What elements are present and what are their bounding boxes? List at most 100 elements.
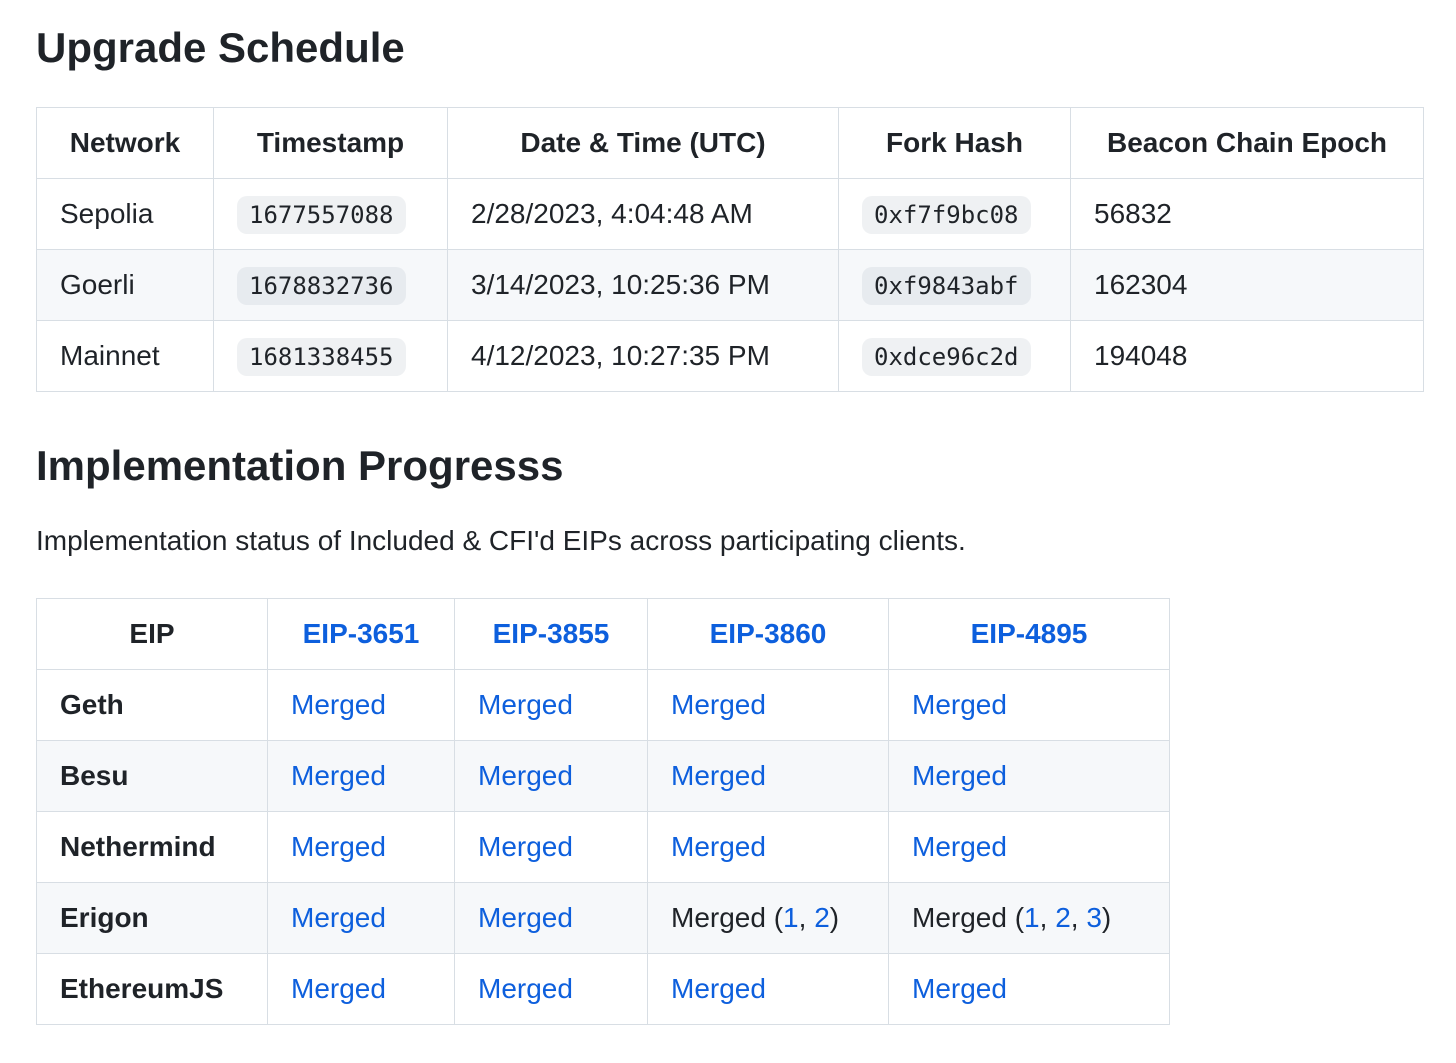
heading-implementation-progress: Implementation Progresss xyxy=(36,441,564,489)
table-row: Sepolia 1677557088 2/28/2023, 4:04:48 AM 0x… xyxy=(36,177,1424,250)
table-cell: Merged xyxy=(454,811,648,883)
table-cell: Mainnet xyxy=(36,319,214,392)
pr-link[interactable]: 1 xyxy=(783,902,799,933)
link[interactable]: EIP-3651 xyxy=(302,618,420,649)
table-row: Besu Merged Merged Merged Merged xyxy=(36,740,1170,812)
pr-link[interactable]: 1 xyxy=(1024,902,1040,933)
client-name: Besu xyxy=(60,760,129,791)
upgrade-schedule-table: Network Timestamp Date & Time (UTC) Fork Ha… xyxy=(36,106,1424,392)
link[interactable]: Merged xyxy=(671,689,766,720)
code-badge: 0xf7f9bc08 xyxy=(862,195,1031,234)
code-badge: 1678832736 xyxy=(237,266,406,305)
table-cell: Merged (1, 2) xyxy=(647,882,889,954)
link[interactable]: Merged xyxy=(912,760,1007,791)
table-cell: Besu xyxy=(36,740,268,812)
table-cell: 0xdce96c2d xyxy=(838,319,1071,392)
table-cell: Merged xyxy=(647,953,889,1025)
link[interactable]: Merged xyxy=(671,831,766,862)
link[interactable]: Merged xyxy=(291,760,386,791)
link[interactable]: Merged xyxy=(912,689,1007,720)
table-cell: Merged xyxy=(647,669,889,741)
link[interactable]: Merged xyxy=(671,973,766,1004)
table-row: Goerli 1678832736 3/14/2023, 10:25:36 PM 0x… xyxy=(36,248,1424,321)
table-row: EthereumJS Merged Merged Merged Merged xyxy=(36,953,1170,1025)
table-row: Mainnet 1681338455 4/12/2023, 10:27:35 PM 0… xyxy=(36,319,1424,392)
client-name: Geth xyxy=(60,689,124,720)
code-badge: 0xf9843abf xyxy=(862,266,1031,305)
link[interactable]: EIP-3855 xyxy=(492,618,610,649)
link[interactable]: Merged xyxy=(478,689,573,720)
table-row: Geth Merged Merged Merged Merged xyxy=(36,669,1170,741)
table-cell: 2/28/2023, 4:04:48 AM xyxy=(447,177,839,250)
header-row: Network Timestamp Date & Time (UTC) Fork Ha… xyxy=(36,106,1424,179)
pr-link[interactable]: 2 xyxy=(814,902,830,933)
client-name: Nethermind xyxy=(60,831,216,862)
client-name: EthereumJS xyxy=(60,973,224,1004)
heading-upgrade-schedule: Upgrade Schedule xyxy=(36,24,405,71)
table-cell: Merged xyxy=(888,811,1170,883)
column-header: EIP-3855 xyxy=(454,598,648,670)
link[interactable]: Merged xyxy=(671,760,766,791)
link[interactable]: Merged xyxy=(478,831,573,862)
table-cell: 56832 xyxy=(1070,177,1424,250)
table-cell: Goerli xyxy=(36,248,214,321)
link[interactable]: EIP-3860 xyxy=(709,618,827,649)
pr-link[interactable]: 2 xyxy=(1055,902,1071,933)
table-cell: Merged (1, 2, 3) xyxy=(888,882,1170,954)
table-cell: Geth xyxy=(36,669,268,741)
link[interactable]: Merged xyxy=(478,760,573,791)
link[interactable]: Merged xyxy=(291,689,386,720)
table-cell: 1677557088 xyxy=(213,177,448,250)
link[interactable]: Merged xyxy=(478,902,573,933)
link[interactable]: Merged xyxy=(912,831,1007,862)
client-name: Erigon xyxy=(60,902,149,933)
column-header: EIP-4895 xyxy=(888,598,1170,670)
table-cell: Merged xyxy=(888,740,1170,812)
table-cell: Merged xyxy=(267,740,455,812)
implementation-progress-description: Implementation status of Included & CFI'… xyxy=(36,525,966,556)
table-cell: EthereumJS xyxy=(36,953,268,1025)
code-badge: 0xdce96c2d xyxy=(862,337,1031,376)
column-header: EIP-3651 xyxy=(267,598,455,670)
pr-link[interactable]: 3 xyxy=(1086,902,1102,933)
table-cell: 0xf7f9bc08 xyxy=(838,177,1071,250)
table-cell: Merged xyxy=(454,882,648,954)
table-cell: Erigon xyxy=(36,882,268,954)
table-cell: 1681338455 xyxy=(213,319,448,392)
link[interactable]: Merged xyxy=(291,902,386,933)
table-cell: Merged xyxy=(888,669,1170,741)
code-badge: 1681338455 xyxy=(237,337,406,376)
column-header: Beacon Chain Epoch xyxy=(1070,106,1424,179)
table-cell: Sepolia xyxy=(36,177,214,250)
code-badge: 1677557088 xyxy=(237,195,406,234)
table-cell: Merged xyxy=(267,953,455,1025)
link[interactable]: Merged xyxy=(291,831,386,862)
table-row: Erigon Merged Merged Merged (1, 2) Merged (1… xyxy=(36,882,1170,954)
table-cell: Merged xyxy=(454,740,648,812)
table-cell: 3/14/2023, 10:25:36 PM xyxy=(447,248,839,321)
article: Upgrade Schedule Network Timestamp Date & … xyxy=(36,22,1424,1025)
link[interactable]: Merged xyxy=(478,973,573,1004)
column-header: Timestamp xyxy=(213,106,448,179)
table-cell: Merged xyxy=(647,811,889,883)
table-cell: 194048 xyxy=(1070,319,1424,392)
column-header: EIP xyxy=(36,598,268,670)
column-header: Network xyxy=(36,106,214,179)
table-cell: 1678832736 xyxy=(213,248,448,321)
table-cell: Merged xyxy=(267,669,455,741)
table-cell: Nethermind xyxy=(36,811,268,883)
column-header: Date & Time (UTC) xyxy=(447,106,839,179)
table-cell: 162304 xyxy=(1070,248,1424,321)
link[interactable]: EIP-4895 xyxy=(970,618,1088,649)
implementation-progress-table: EIP EIP-3651 EIP-3855 EIP-3860 EIP-4895 Geth M… xyxy=(36,598,1170,1025)
table-cell: Merged xyxy=(888,953,1170,1025)
table-cell: Merged xyxy=(267,882,455,954)
table-cell: 4/12/2023, 10:27:35 PM xyxy=(447,319,839,392)
table-row: Nethermind Merged Merged Merged Merged xyxy=(36,811,1170,883)
link[interactable]: Merged xyxy=(912,973,1007,1004)
link[interactable]: Merged xyxy=(291,973,386,1004)
table-cell: Merged xyxy=(647,740,889,812)
table-cell: Merged xyxy=(454,669,648,741)
column-header: EIP-3860 xyxy=(647,598,889,670)
table-cell: 0xf9843abf xyxy=(838,248,1071,321)
